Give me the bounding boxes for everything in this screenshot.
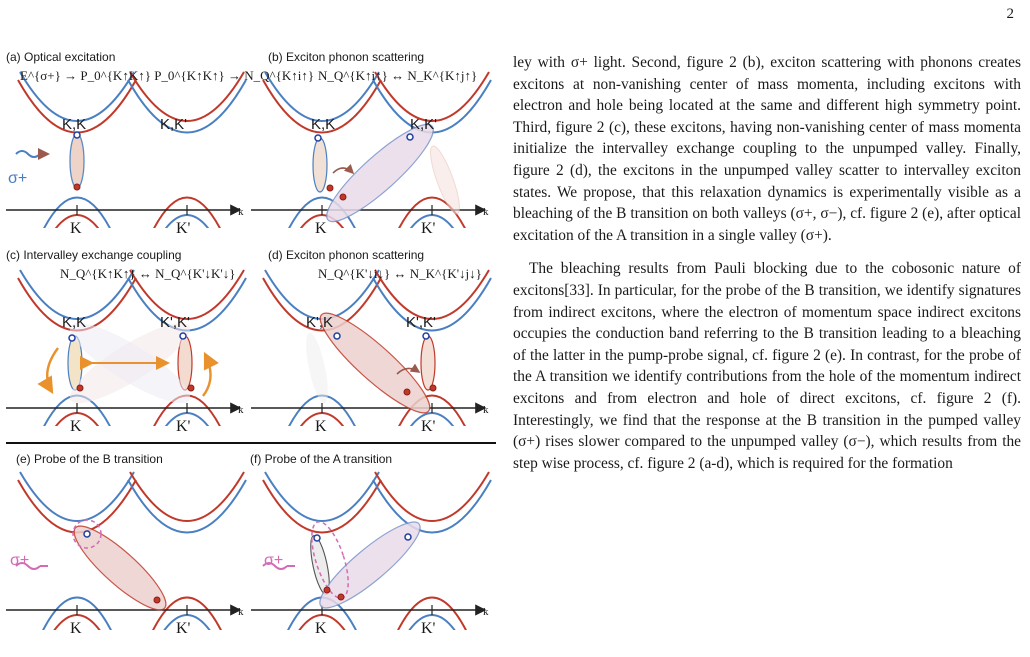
panel-b-kp-label: K'	[421, 220, 436, 237]
panel-a-valley-2: K,K'	[160, 116, 188, 133]
panel-a-valley-1: K,K	[62, 116, 87, 133]
panel-b-axis-label: k	[483, 206, 489, 218]
panel-e-diagram	[6, 472, 246, 640]
panel-d-formula: N_Q^{K'↓i↓} ↔ N_K^{K'↓j↓}	[318, 266, 482, 281]
panel-a-formula: E^{σ+} → P_0^{K↑K↑} P_0^{K↑K↑} → N_Q^{K↑…	[20, 68, 315, 83]
panel-e-axis-label: k	[238, 606, 244, 618]
panel-c-k-label: K	[70, 418, 82, 435]
panel-c-formula: N_Q^{K↑K↑} ↔ N_Q^{K'↓K'↓}	[60, 266, 236, 281]
panel-f-k-label: K	[315, 620, 327, 637]
panel-d-valley-1: K',K	[306, 314, 334, 331]
panel-a-diagram	[6, 72, 246, 260]
panel-c-diagram	[6, 270, 246, 458]
panel-e-label: (e) Probe of the B transition	[16, 452, 163, 466]
panel-e-sigma-plus: σ+	[10, 552, 30, 569]
panel-c-valley-2: K',K'	[160, 314, 190, 331]
figure-2: (a) Optical excitation (b) Exciton phono…	[0, 40, 505, 640]
panel-d-k-label: K	[315, 418, 327, 435]
panel-c-valley-1: K,K	[62, 314, 87, 331]
panel-c-label: (c) Intervalley exchange coupling	[6, 248, 182, 262]
panel-a-sigma-plus: σ+	[8, 170, 28, 187]
panel-d-kp-label: K'	[421, 418, 436, 435]
panel-f-diagram	[251, 472, 491, 640]
paragraph-1: ley with σ+ light. Second, figure 2 (b),…	[513, 54, 1021, 244]
body-text-column: ley with σ+ light. Second, figure 2 (b),…	[513, 52, 1021, 474]
panel-a-axis-label: k	[238, 206, 244, 218]
panel-d-axis-label: k	[483, 404, 489, 416]
panel-f-kp-label: K'	[421, 620, 436, 637]
panel-b-formula: N_Q^{K↑i↑} ↔ N_K^{K↑j↑}	[318, 68, 478, 83]
panel-a-kp-label: K'	[176, 220, 191, 237]
paragraph-2: The bleaching results from Pauli blockin…	[513, 260, 1021, 472]
panel-d-label: (d) Exciton phonon scattering	[268, 248, 425, 262]
panel-f-sigma-plus: σ+	[264, 552, 284, 569]
panel-b-diagram	[251, 72, 491, 260]
panel-b-valley-2: K,K'	[410, 116, 438, 133]
panel-e-k-label: K	[70, 620, 82, 637]
panel-b-valley-1: K,K	[311, 116, 336, 133]
panel-f-axis-label: k	[483, 606, 489, 618]
page-number: 2	[1006, 6, 1015, 22]
panel-e-kp-label: K'	[176, 620, 191, 637]
figure-band-diagram	[0, 40, 496, 640]
panel-c-axis-label: k	[238, 404, 244, 416]
panel-d-diagram	[251, 270, 491, 458]
panel-f-label: (f) Probe of the A transition	[250, 452, 393, 466]
panel-b-k-label: K	[315, 220, 327, 237]
panel-c-kp-label: K'	[176, 418, 191, 435]
panel-a-label: (a) Optical excitation	[6, 50, 116, 64]
panel-a-k-label: K	[70, 220, 82, 237]
panel-d-valley-2: K',K'	[406, 314, 436, 331]
panel-b-label: (b) Exciton phonon scattering	[268, 50, 425, 64]
